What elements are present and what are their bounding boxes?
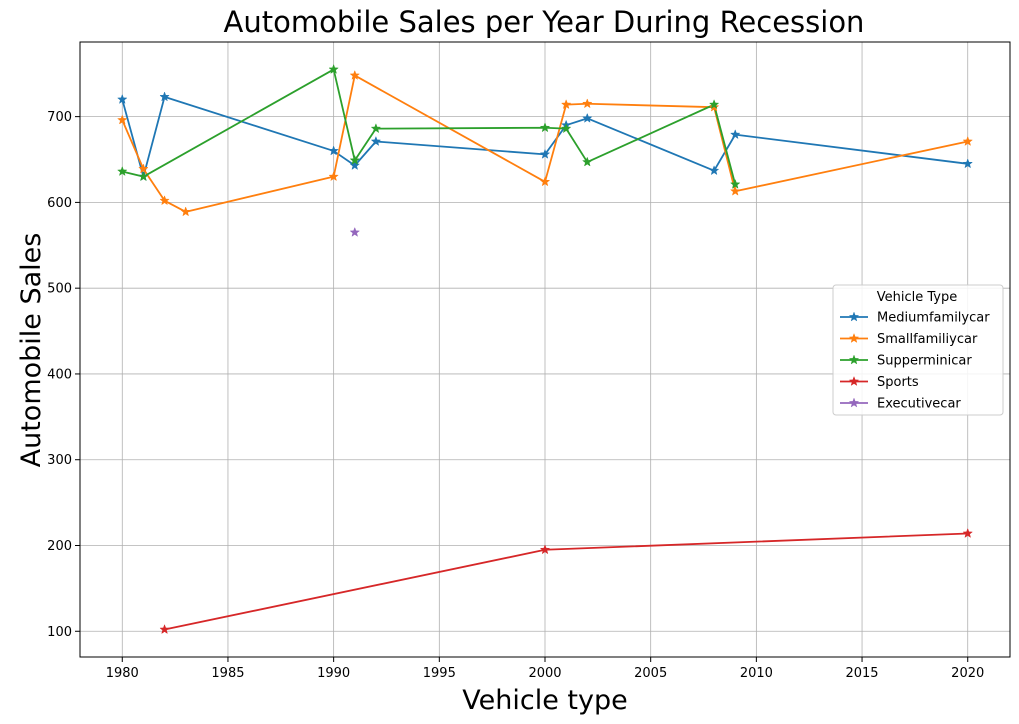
legend-label-mediumfamilycar: Mediumfamilycar bbox=[877, 311, 990, 326]
x-axis-label: Vehicle type bbox=[462, 685, 627, 716]
y-tick-label: 600 bbox=[47, 196, 72, 211]
series-line-supperminicar bbox=[122, 68, 737, 185]
x-tick-label: 1990 bbox=[317, 666, 350, 681]
data-point-supperminicar bbox=[539, 122, 551, 133]
x-tick-label: 2020 bbox=[951, 666, 984, 681]
x-tick-label: 1985 bbox=[211, 666, 244, 681]
legend-box bbox=[832, 284, 1004, 416]
x-tick-label: 1980 bbox=[106, 666, 139, 681]
legend-title: Vehicle Type bbox=[877, 290, 957, 305]
legend: Vehicle Type Mediumfamilycar Smallfamiliy… bbox=[832, 284, 1004, 416]
y-tick-label: 700 bbox=[47, 110, 72, 125]
y-axis-ticks: 100 200 300 400 500 600 700 bbox=[47, 110, 80, 640]
y-tick-label: 200 bbox=[47, 539, 72, 554]
series-lines bbox=[121, 68, 968, 631]
y-axis-label: Automobile Sales bbox=[16, 233, 47, 468]
legend-marker-sports bbox=[848, 375, 860, 386]
data-point-smallfamiliycar bbox=[328, 171, 339, 182]
x-tick-label: 2010 bbox=[740, 666, 773, 681]
data-point-smallfamiliycar bbox=[117, 114, 128, 125]
data-point-mediumfamilycar bbox=[159, 91, 170, 102]
legend-label-executivecar: Executivecar bbox=[877, 397, 961, 412]
data-point-executivecar bbox=[349, 226, 361, 237]
legend-label-smallfamiliycar: Smallfamiliycar bbox=[877, 332, 978, 347]
data-point-sports bbox=[539, 544, 551, 555]
data-point-supperminicar bbox=[138, 171, 149, 182]
legend-marker-mediumfamilycar bbox=[848, 311, 860, 322]
data-point-smallfamiliycar bbox=[138, 163, 149, 174]
data-point-supperminicar bbox=[328, 63, 339, 74]
data-point-mediumfamilycar bbox=[582, 112, 593, 123]
data-point-supperminicar bbox=[560, 123, 572, 134]
series-line-mediumfamilycar bbox=[121, 96, 968, 178]
data-point-mediumfamilycar bbox=[708, 165, 720, 176]
data-point-smallfamiliycar bbox=[180, 206, 191, 217]
legend-label-supperminicar: Supperminicar bbox=[877, 354, 972, 369]
series-markers bbox=[117, 63, 973, 635]
data-point-mediumfamilycar bbox=[370, 135, 382, 146]
data-point-supperminicar bbox=[117, 166, 128, 176]
x-tick-label: 2005 bbox=[634, 666, 667, 681]
data-point-smallfamiliycar bbox=[962, 135, 973, 146]
legend-marker-executivecar bbox=[848, 397, 860, 408]
legend-marker-smallfamiliycar bbox=[848, 332, 860, 343]
data-point-supperminicar bbox=[729, 178, 741, 189]
data-point-mediumfamilycar bbox=[328, 145, 339, 156]
data-point-mediumfamilycar bbox=[117, 93, 128, 104]
y-tick-label: 300 bbox=[47, 453, 72, 468]
data-point-mediumfamilycar bbox=[962, 158, 973, 169]
data-point-supperminicar bbox=[582, 156, 593, 167]
data-point-smallfamiliycar bbox=[539, 176, 551, 187]
data-point-mediumfamilycar bbox=[349, 159, 361, 170]
data-point-smallfamiliycar bbox=[159, 195, 170, 206]
data-point-sports bbox=[962, 527, 973, 538]
data-point-mediumfamilycar bbox=[729, 129, 741, 140]
data-point-mediumfamilycar bbox=[539, 148, 551, 159]
data-point-smallfamiliycar bbox=[729, 185, 741, 196]
x-tick-label: 2015 bbox=[845, 666, 878, 681]
data-point-smallfamiliycar bbox=[582, 98, 593, 109]
y-tick-label: 400 bbox=[47, 367, 72, 382]
legend-entries: Mediumfamilycar Smallfamiliycar Suppermini… bbox=[840, 311, 990, 412]
data-point-supperminicar bbox=[370, 123, 382, 134]
data-point-smallfamiliycar bbox=[560, 99, 572, 110]
legend-marker-supperminicar bbox=[848, 354, 860, 365]
data-point-smallfamiliycar bbox=[349, 69, 361, 80]
legend-label-sports: Sports bbox=[877, 375, 919, 390]
data-point-sports bbox=[159, 624, 170, 635]
y-tick-label: 500 bbox=[47, 282, 72, 297]
chart-title: Automobile Sales per Year During Recessi… bbox=[224, 5, 865, 39]
x-tick-label: 2000 bbox=[528, 666, 561, 681]
x-tick-label: 1995 bbox=[423, 666, 456, 681]
x-axis-ticks: 1980 1985 1990 1995 2000 2005 2010 2015 2020 bbox=[106, 657, 984, 681]
y-tick-label: 100 bbox=[47, 625, 72, 640]
data-point-supperminicar bbox=[349, 154, 361, 165]
data-point-supperminicar bbox=[708, 99, 720, 110]
